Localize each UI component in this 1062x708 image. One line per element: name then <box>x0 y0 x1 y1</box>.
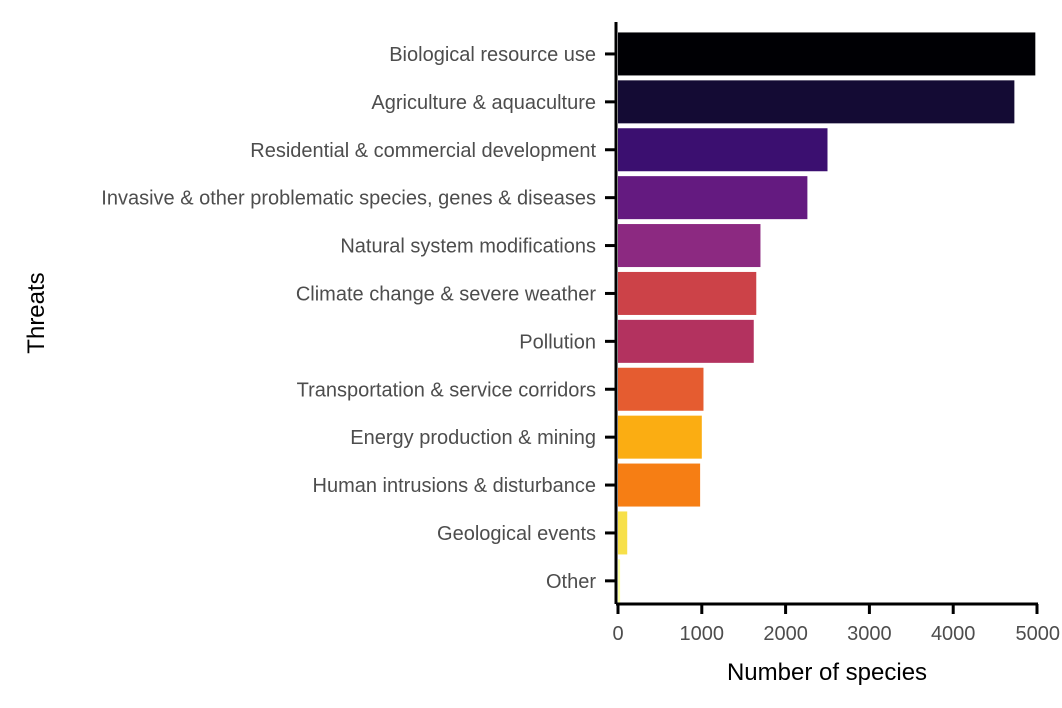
x-tick-label: 4000 <box>931 623 976 645</box>
bar <box>618 271 757 315</box>
bar <box>618 128 828 172</box>
y-tick-label: Energy production & mining <box>350 427 596 449</box>
y-tick-label: Invasive & other problematic species, ge… <box>101 188 596 210</box>
y-tick-labels: Biological resource use Agriculture & aqu… <box>101 44 596 593</box>
bars-group <box>618 32 1036 603</box>
bar <box>618 32 1036 76</box>
bar <box>618 463 701 507</box>
y-tick-label: Other <box>546 571 596 593</box>
y-ticks <box>605 52 616 583</box>
x-tick-label: 5000 <box>1016 623 1061 645</box>
x-axis-title: Number of species <box>727 659 927 686</box>
bar <box>618 559 621 603</box>
x-ticks <box>616 604 1039 614</box>
y-axis-title: Threats <box>23 272 50 353</box>
bar <box>618 511 628 555</box>
y-tick-label: Natural system modifications <box>340 236 596 258</box>
bar <box>618 415 702 459</box>
y-tick-label: Biological resource use <box>389 44 596 66</box>
y-tick-label: Climate change & severe weather <box>296 283 596 305</box>
bar <box>618 80 1015 124</box>
x-tick-label: 2000 <box>763 623 808 645</box>
y-tick-label: Pollution <box>519 331 596 353</box>
bar <box>618 176 808 220</box>
bar <box>618 224 761 268</box>
y-tick-label: Agriculture & aquaculture <box>371 92 596 114</box>
y-tick-label: Geological events <box>437 523 596 545</box>
x-tick-label: 0 <box>612 623 623 645</box>
y-tick-label: Residential & commercial development <box>250 140 596 162</box>
x-tick-label: 1000 <box>680 623 725 645</box>
y-tick-label: Transportation & service corridors <box>297 379 596 401</box>
x-tick-label: 3000 <box>847 623 892 645</box>
y-tick-label: Human intrusions & disturbance <box>313 475 596 497</box>
bar <box>618 319 754 363</box>
bar <box>618 367 704 411</box>
x-tick-labels: 0 1000 2000 3000 4000 5000 <box>612 623 1060 645</box>
